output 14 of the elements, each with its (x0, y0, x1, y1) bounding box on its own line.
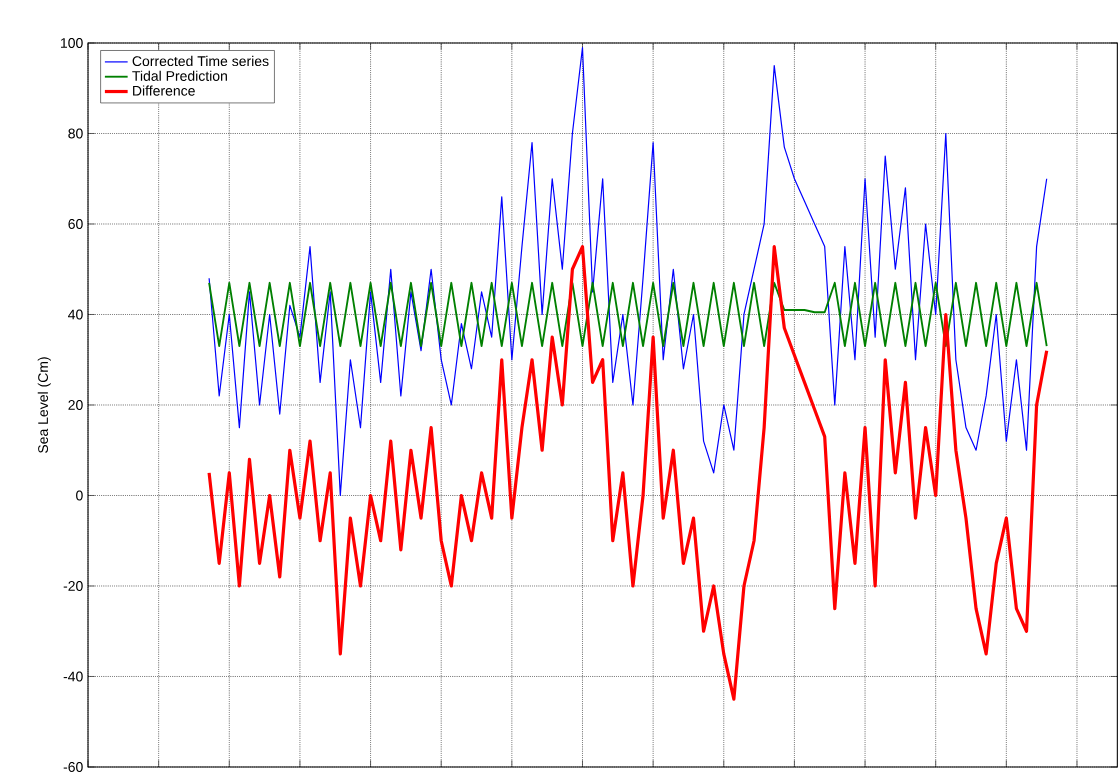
y-tick-label: -40 (63, 671, 83, 682)
y-tick-label: 100 (61, 38, 83, 48)
legend-label: Corrected Time series (132, 55, 269, 67)
line-series (207, 245, 1049, 701)
y-tick-label: 0 (76, 490, 83, 501)
y-tick-label: -20 (63, 581, 83, 591)
y-tick-label: 40 (68, 309, 83, 320)
legend-label: Difference (133, 85, 195, 96)
y-tick-label: 80 (68, 128, 83, 139)
y-axis-title: Sea Level (Cm) (37, 357, 51, 453)
y-tick-label: 60 (68, 219, 83, 229)
legend-label: Tidal Prediction (132, 70, 227, 81)
y-tick-label: 20 (68, 400, 83, 410)
y-tick-label: -60 (63, 762, 83, 772)
